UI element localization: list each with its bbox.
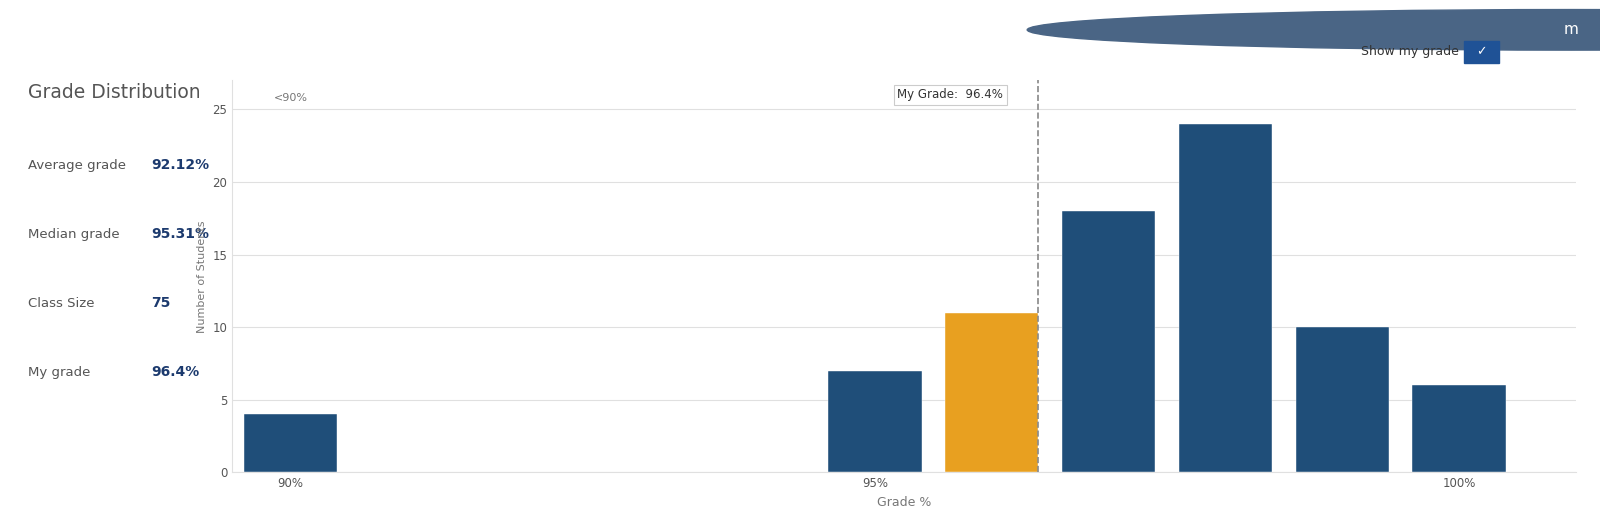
Text: Grade Distribution: Grade Distribution — [27, 83, 200, 102]
Text: 96.4%: 96.4% — [150, 365, 198, 379]
Bar — [243, 414, 338, 472]
Text: ✓: ✓ — [1477, 45, 1486, 59]
Bar — [946, 312, 1038, 472]
Bar — [1296, 327, 1389, 472]
Circle shape — [1027, 9, 1600, 50]
Text: Average grade: Average grade — [27, 159, 126, 172]
Text: My Learning Analytics:: My Learning Analytics: — [53, 21, 251, 39]
Text: 75: 75 — [150, 296, 170, 310]
Bar — [1413, 385, 1506, 472]
Bar — [1179, 124, 1272, 472]
Text: My Grade:  96.4%: My Grade: 96.4% — [898, 88, 1003, 101]
Text: 95.31%: 95.31% — [150, 227, 208, 241]
X-axis label: Grade %: Grade % — [877, 496, 931, 509]
Bar — [1062, 211, 1155, 472]
Text: Median grade: Median grade — [27, 228, 120, 241]
Bar — [829, 371, 922, 472]
Text: My grade: My grade — [27, 365, 90, 378]
Text: Show my grade: Show my grade — [1360, 45, 1459, 59]
Text: Class Size: Class Size — [27, 297, 94, 310]
Text: ENGLISH 101 001 FA 2020: ENGLISH 101 001 FA 2020 — [173, 21, 414, 39]
Y-axis label: Number of Students: Number of Students — [197, 220, 206, 333]
Text: 92.12%: 92.12% — [150, 158, 210, 172]
FancyBboxPatch shape — [1464, 41, 1499, 63]
Text: m: m — [1563, 22, 1579, 37]
Text: <90%: <90% — [274, 93, 307, 103]
